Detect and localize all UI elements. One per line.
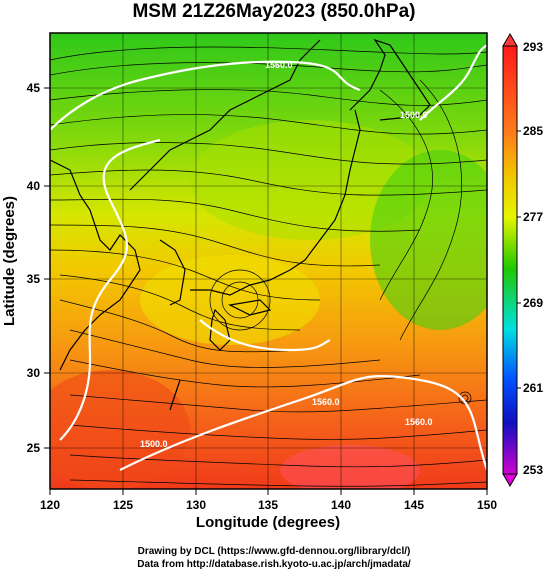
map-title: MSM 21Z26May2023 (850.0hPa)	[132, 1, 416, 22]
contour-label-4: 1560.0	[312, 397, 340, 407]
contour-label-1: 1560.0	[265, 60, 293, 70]
colorbar-label: 277	[523, 210, 543, 224]
colorbar-scale	[502, 45, 518, 475]
x-tick-label: 130	[186, 498, 206, 512]
colorbar-label: 261	[523, 381, 543, 395]
y-tick-label: 45	[27, 81, 41, 95]
contour-label-3: 1500.0	[140, 439, 168, 449]
tick-marks	[44, 87, 488, 495]
y-tick-label: 30	[27, 366, 41, 380]
y-tick-label: 40	[27, 179, 41, 193]
colorbar-bottom-arrow	[502, 473, 518, 487]
colorbar-label: 269	[523, 296, 543, 310]
x-tick-label: 120	[40, 498, 60, 512]
contour-label-5: 1560.0	[405, 417, 433, 427]
credit-drawing: Drawing by DCL (https://www.gfd-dennou.o…	[137, 546, 411, 557]
colorbar-label: 293	[523, 40, 543, 54]
grid-lines	[50, 33, 487, 489]
cool-region-north	[190, 120, 430, 240]
colorbar-top-arrow	[502, 33, 518, 47]
hot-region-southwest	[50, 370, 190, 489]
x-axis-label: Longitude (degrees)	[196, 514, 340, 531]
geopotential-contours	[50, 44, 487, 471]
x-tick-label: 150	[477, 498, 497, 512]
cool-region-east	[370, 150, 487, 330]
plot-area: 1560.0 1500.0 1500.0 1560.0 1560.0	[50, 33, 487, 489]
hot-region-south	[280, 445, 420, 489]
contour-label-2: 1500.0	[400, 110, 428, 120]
credit-data: Data from http://database.rish.kyoto-u.a…	[137, 559, 411, 570]
y-tick-label: 25	[27, 441, 41, 455]
x-tick-label: 145	[404, 498, 424, 512]
y-tick-label: 35	[27, 272, 41, 286]
colorbar-label: 253	[523, 463, 543, 477]
x-tick-label: 135	[258, 498, 278, 512]
x-tick-label: 125	[113, 498, 133, 512]
y-axis-label: Latitude (degrees)	[1, 196, 18, 326]
colorbar-label: 285	[523, 124, 543, 138]
x-tick-label: 140	[331, 498, 351, 512]
colorbar: 293 285 277 269 261 253	[502, 33, 543, 487]
